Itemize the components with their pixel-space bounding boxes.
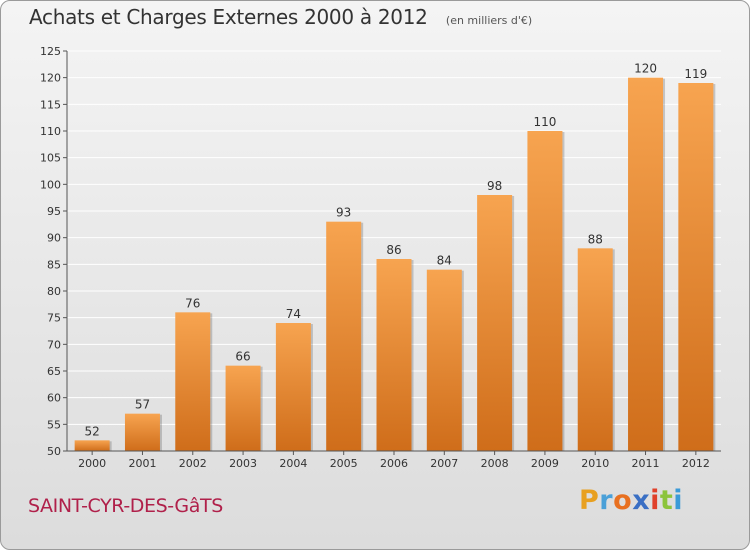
data-label: 57 — [135, 398, 150, 412]
chart-subtitle: (en milliers d'€) — [445, 14, 533, 27]
y-tick-label: 90 — [47, 232, 61, 245]
logo-letter: t — [659, 485, 674, 516]
bar — [678, 83, 714, 451]
y-tick-label: 95 — [47, 205, 61, 218]
data-label: 88 — [588, 232, 603, 246]
y-tick-label: 120 — [40, 72, 61, 85]
x-tick-label: 2011 — [632, 457, 660, 470]
bar — [124, 413, 160, 451]
data-label: 93 — [336, 206, 351, 220]
data-label: 98 — [487, 179, 502, 193]
y-tick-label: 80 — [47, 285, 61, 298]
y-tick-label: 125 — [40, 45, 61, 58]
chart-title: Achats et Charges Externes 2000 à 2012 — [29, 5, 428, 29]
y-tick-label: 70 — [47, 338, 61, 351]
bar — [426, 269, 462, 451]
y-tick-label: 55 — [47, 418, 61, 431]
bar — [628, 77, 664, 452]
y-tick-label: 115 — [40, 98, 61, 111]
proxiti-logo: Proxiti — [579, 485, 683, 516]
data-label: 120 — [634, 62, 657, 76]
y-tick-label: 50 — [47, 445, 61, 458]
data-label: 86 — [386, 243, 401, 257]
bar — [527, 131, 563, 451]
x-tick-label: 2004 — [279, 457, 307, 470]
logo-letter: P — [579, 485, 600, 516]
data-labels: 52 57 76 66 74 93 86 84 98 110 88 120 119 — [85, 62, 708, 439]
data-label: 66 — [235, 350, 250, 364]
x-tick-label: 2010 — [581, 457, 609, 470]
logo-letter: r — [599, 485, 614, 516]
bar — [175, 312, 211, 451]
bar — [477, 195, 513, 451]
x-tick-label: 2009 — [531, 457, 559, 470]
y-tick-label: 110 — [40, 125, 61, 138]
bar — [225, 365, 261, 451]
x-tick-label: 2012 — [682, 457, 710, 470]
logo-letter: x — [632, 485, 651, 516]
bar — [376, 259, 412, 451]
logo-letter: o — [613, 485, 633, 516]
bars — [74, 77, 716, 452]
logo-letter: i — [650, 485, 660, 516]
axes: 50 55 60 65 70 75 80 85 90 95 100 105 110 115 120 125 20… — [40, 45, 721, 470]
x-tick-label: 2007 — [430, 457, 458, 470]
data-label: 74 — [286, 307, 301, 321]
location-name: SAINT-CYR-DES-GâTS — [28, 495, 223, 517]
chart-title-block: Achats et Charges Externes 2000 à 2012 (… — [29, 5, 532, 29]
y-tick-label: 65 — [47, 365, 61, 378]
logo-letter: i — [673, 485, 684, 516]
data-label: 110 — [533, 115, 556, 129]
y-tick-label: 100 — [40, 178, 61, 191]
y-tick-label: 85 — [47, 258, 61, 271]
x-tick-label: 2000 — [78, 457, 106, 470]
data-label: 76 — [185, 296, 200, 310]
x-tick-label: 2006 — [380, 457, 408, 470]
x-tick-label: 2008 — [481, 457, 509, 470]
x-tick-label: 2002 — [179, 457, 207, 470]
y-tick-label: 105 — [40, 152, 61, 165]
data-label: 52 — [85, 424, 100, 438]
x-tick-label: 2001 — [128, 457, 156, 470]
bar — [74, 440, 110, 451]
x-tick-label: 2005 — [330, 457, 358, 470]
data-label: 84 — [437, 254, 452, 268]
data-label: 119 — [684, 67, 707, 81]
y-tick-label: 60 — [47, 392, 61, 405]
bar — [275, 323, 311, 451]
y-tick-label: 75 — [47, 312, 61, 325]
x-tick-label: 2003 — [229, 457, 257, 470]
bar — [326, 221, 362, 451]
bar — [577, 248, 613, 451]
